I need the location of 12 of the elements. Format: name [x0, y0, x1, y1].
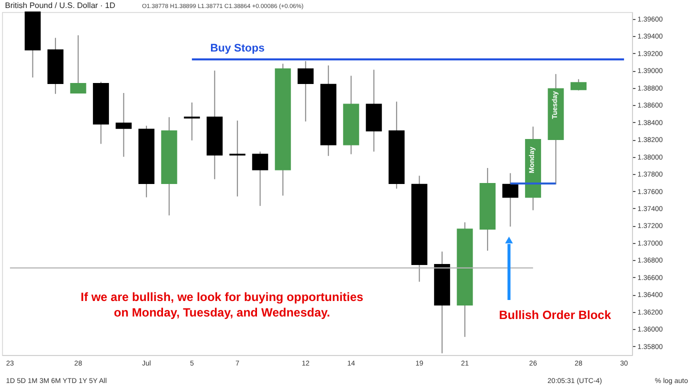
- annotation: Buy Stops: [210, 42, 265, 54]
- candlestick: [298, 60, 314, 122]
- candlestick: [570, 78, 587, 91]
- chart-title: British Pound / U.S. Dollar · 1D: [5, 1, 116, 10]
- candlestick: [229, 120, 246, 197]
- annotation: If we are bullish, we look for buying opportunities on Monday, Tuesday, and Wednesday.: [80, 290, 364, 320]
- candlestick: [502, 172, 518, 228]
- candlestick: [70, 34, 86, 94]
- annotation: Bullish Order Block: [498, 308, 612, 322]
- candlestick: [184, 102, 200, 141]
- candlestick: [116, 92, 132, 158]
- candlestick: [252, 151, 268, 206]
